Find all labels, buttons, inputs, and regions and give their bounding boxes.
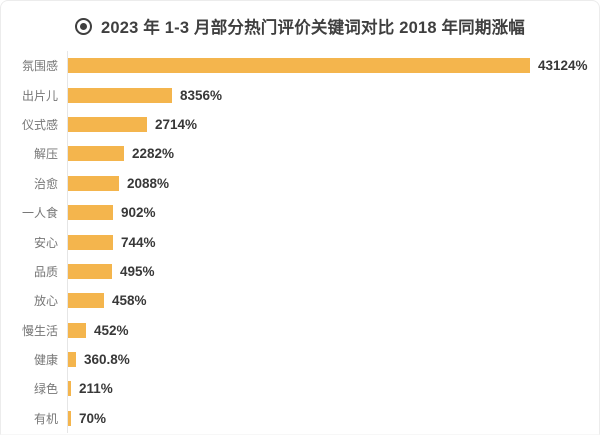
value-label: 458% — [112, 293, 147, 309]
value-label: 2282% — [132, 146, 175, 162]
value-label: 744% — [121, 234, 156, 250]
bar — [68, 116, 147, 132]
chart-title: 2023 年 1-3 月部分热门评价关键词对比 2018 年同期涨幅 — [101, 19, 525, 37]
chart-row: 健康 360.8% — [1, 344, 599, 375]
category-label: 出片儿 — [21, 88, 58, 103]
bullseye-dot — [80, 22, 87, 30]
bar — [68, 234, 113, 250]
chart-row: 绿色 211% — [1, 374, 599, 404]
value-label: 8356% — [180, 87, 223, 103]
value-label: 70% — [79, 410, 107, 426]
bar — [68, 322, 86, 338]
plot-area: 2714% — [67, 109, 599, 140]
plot-area: 2088% — [67, 168, 599, 198]
bar — [68, 381, 71, 397]
value-label: 43124% — [538, 58, 588, 74]
plot-area: 452% — [67, 315, 599, 345]
chart-row: 慢生活 452% — [1, 315, 599, 345]
bar-chart: 氛围感 43124% 出片儿 8356% 仪式感 2714% 解压 2282% 治愈 2088% 一… — [1, 51, 599, 434]
plot-area: 458% — [67, 286, 599, 316]
chart-row: 治愈 2088% — [1, 168, 599, 198]
bar — [68, 87, 172, 103]
category-label: 品质 — [33, 264, 58, 279]
bar — [68, 293, 104, 309]
category-label: 氛围感 — [21, 59, 58, 74]
bar — [68, 205, 113, 221]
category-label: 解压 — [33, 147, 58, 162]
chart-row: 出片儿 8356% — [1, 80, 599, 110]
value-label: 2714% — [155, 116, 198, 132]
plot-area: 744% — [67, 227, 599, 257]
bar — [68, 58, 530, 74]
plot-area: 8356% — [67, 80, 599, 110]
value-label: 360.8% — [84, 352, 130, 368]
chart-row: 氛围感 43124% — [1, 51, 599, 81]
plot-area: 2282% — [67, 139, 599, 169]
plot-area: 495% — [67, 256, 599, 287]
chart-header: 2023 年 1-3 月部分热门评价关键词对比 2018 年同期涨幅 — [1, 1, 599, 51]
chart-row: 安心 744% — [1, 227, 599, 257]
target-bullseye-icon — [75, 17, 92, 35]
plot-area: 902% — [67, 197, 599, 228]
value-label: 495% — [120, 263, 155, 279]
category-label: 放心 — [33, 294, 58, 309]
category-label: 绿色 — [33, 382, 58, 397]
value-label: 902% — [121, 205, 156, 221]
value-label: 2088% — [127, 175, 170, 191]
chart-row: 仪式感 2714% — [1, 109, 599, 140]
category-label: 一人食 — [21, 206, 58, 221]
value-label: 452% — [94, 322, 129, 338]
bar — [68, 263, 112, 279]
category-label: 安心 — [33, 235, 58, 250]
bar — [68, 410, 71, 426]
category-label: 有机 — [33, 411, 58, 426]
chart-row: 放心 458% — [1, 286, 599, 316]
plot-area: 43124% — [67, 51, 599, 81]
bar — [68, 175, 119, 191]
chart-row: 有机 70% — [1, 403, 599, 434]
plot-area: 360.8% — [67, 344, 599, 375]
chart-row: 品质 495% — [1, 256, 599, 287]
plot-area: 211% — [67, 374, 599, 404]
chart-row: 解压 2282% — [1, 139, 599, 169]
value-label: 211% — [79, 381, 113, 397]
bar — [68, 146, 124, 162]
category-label: 慢生活 — [21, 323, 58, 338]
category-label: 治愈 — [33, 176, 58, 191]
category-label: 仪式感 — [21, 117, 58, 132]
bar — [68, 352, 76, 368]
category-label: 健康 — [33, 353, 58, 368]
chart-row: 一人食 902% — [1, 197, 599, 228]
plot-area: 70% — [67, 403, 599, 434]
